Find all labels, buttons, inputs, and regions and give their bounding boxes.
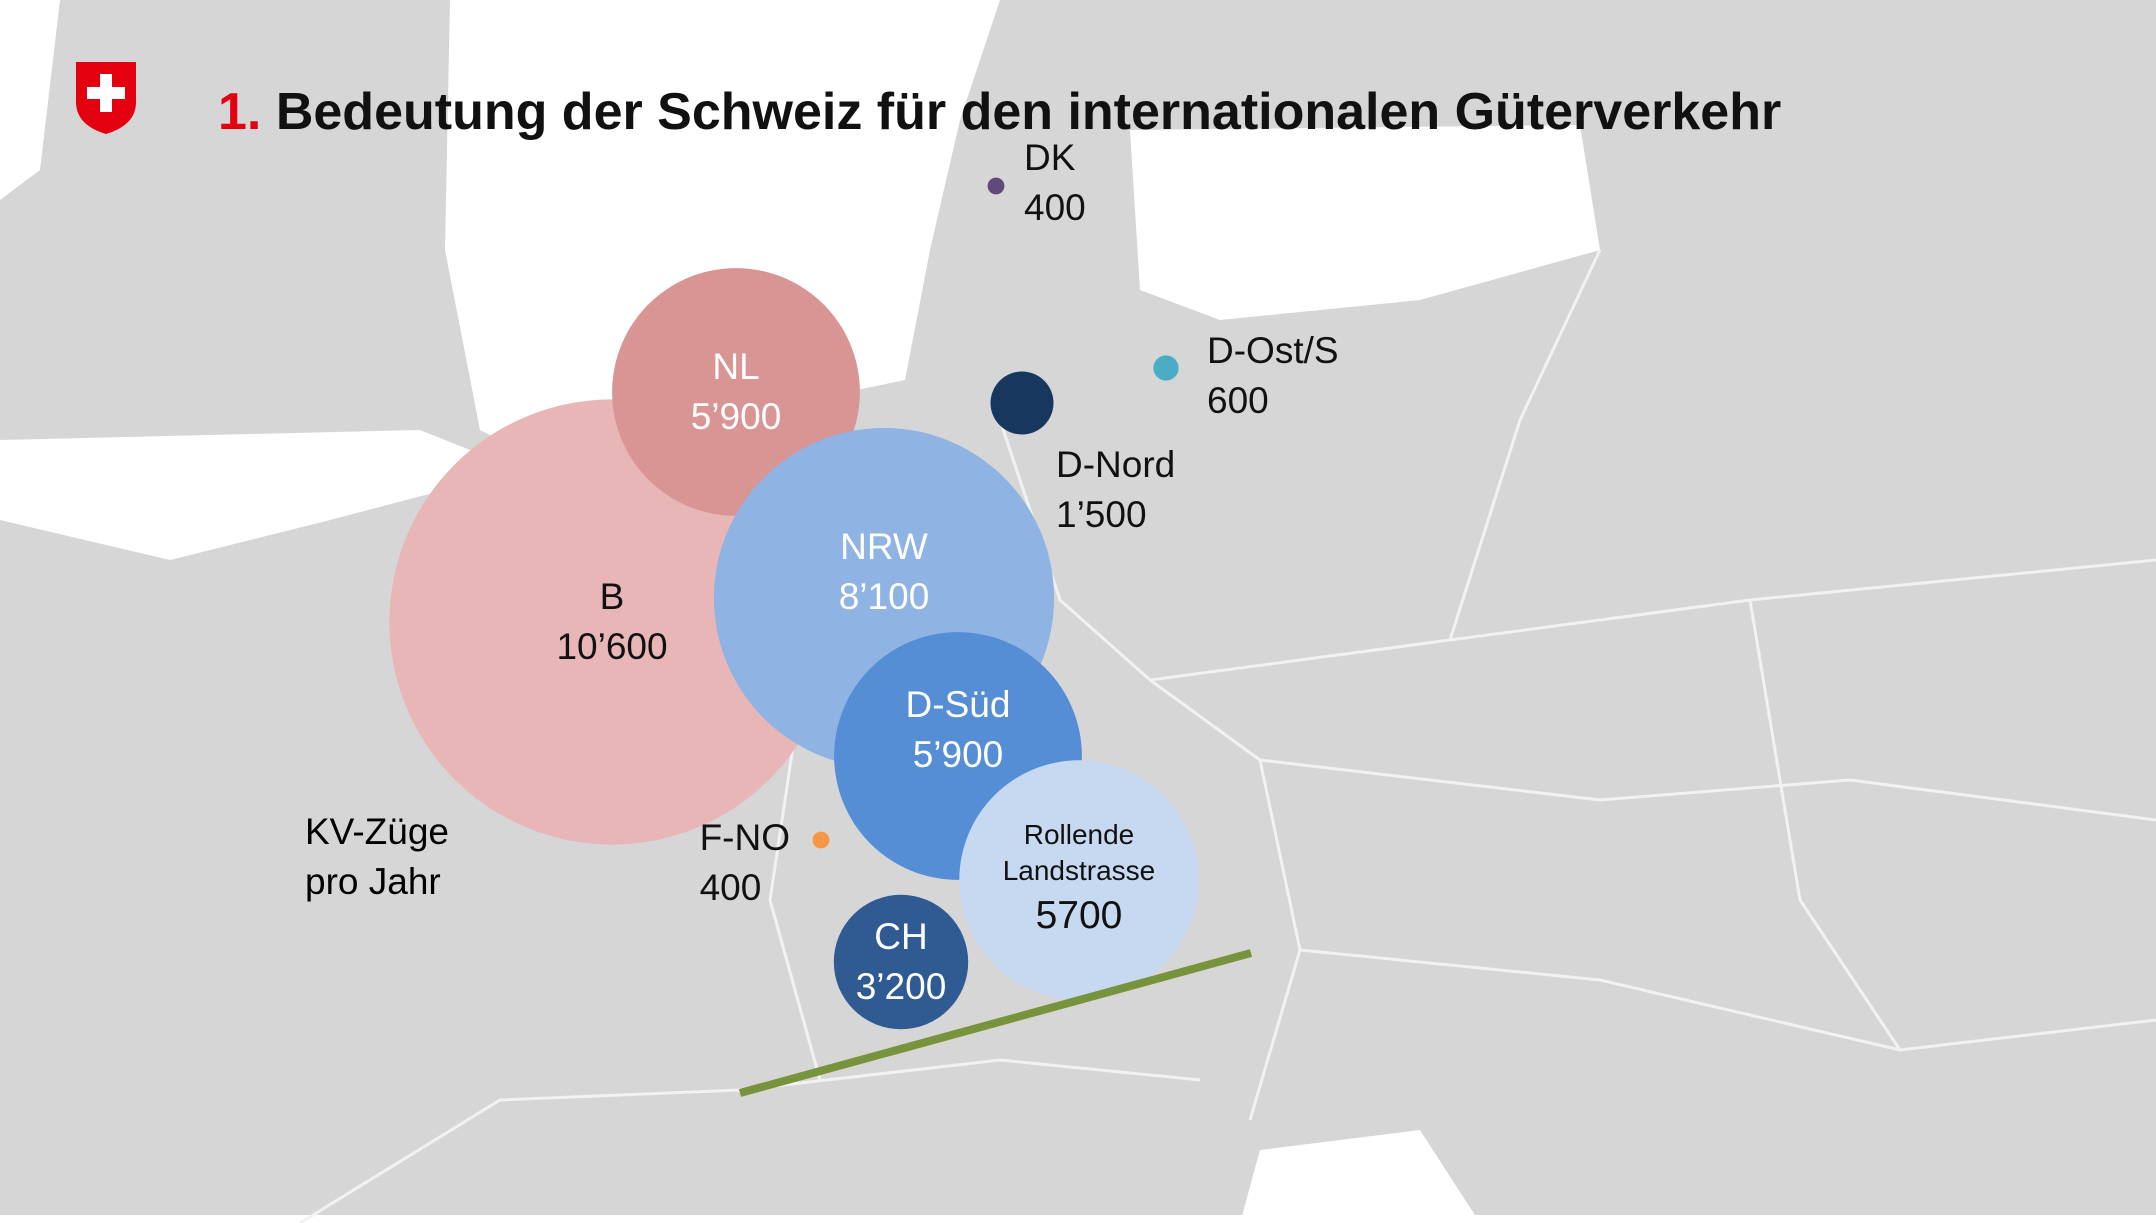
- bubble-value: 3’200: [855, 966, 947, 1007]
- bubble-label: B 10’600: [556, 572, 667, 672]
- bubble-value: 400: [1024, 187, 1086, 228]
- bubble-name: F-NO: [699, 817, 790, 858]
- title-number: 1.: [218, 83, 262, 141]
- bubble-label: NL 5’900: [691, 342, 782, 442]
- bubble-label: CH 3’200: [856, 912, 947, 1012]
- bubble: [1153, 355, 1179, 381]
- bubble: [812, 831, 830, 849]
- bubble-name: DK: [1024, 137, 1076, 178]
- bubble: [987, 177, 1005, 195]
- bubble-name: B: [599, 576, 625, 617]
- bubble-label: F-NO 400: [700, 813, 790, 913]
- bubble-name: D-Ost/S: [1207, 330, 1339, 371]
- swiss-logo: [76, 62, 136, 134]
- bubble: [959, 760, 1199, 1000]
- bubble-value: 5700: [1035, 894, 1123, 937]
- bubble-value: 8’100: [838, 576, 930, 617]
- bubble-value: 10’600: [556, 626, 668, 667]
- bubble-label: Rollende Landstrasse 5700: [984, 817, 1174, 943]
- bubble-label: NRW 8’100: [839, 522, 930, 622]
- bubble-label: DK 400: [1024, 133, 1086, 233]
- bubble-name: NRW: [840, 526, 928, 567]
- bubble-value: 1’500: [1056, 494, 1147, 535]
- bubble-label: D-Süd 5’900: [906, 680, 1011, 780]
- bubble: [833, 894, 969, 1030]
- alpine-line: [738, 949, 1253, 1097]
- bubble-label: D-Ost/S 600: [1207, 326, 1339, 426]
- bubble: [990, 371, 1054, 435]
- title-text: Bedeutung der Schweiz für den internatio…: [275, 83, 1782, 141]
- bubble-label: D-Nord 1’500: [1056, 440, 1175, 540]
- bubble-name: D-Süd: [905, 684, 1011, 725]
- bubble-value: 5’900: [690, 396, 782, 437]
- legend-label: KV-Züge pro Jahr: [305, 811, 449, 902]
- bubble-value: 5’900: [912, 734, 1004, 775]
- bubble-value: 400: [699, 867, 762, 908]
- bubble-name: D-Nord: [1056, 444, 1176, 485]
- bubble-name: CH: [874, 916, 928, 957]
- bubble-name: Rollende Landstrasse: [1002, 819, 1156, 886]
- bubble-value: 600: [1207, 380, 1269, 421]
- title: 1. Bedeutung der Schweiz für den interna…: [218, 82, 1781, 142]
- bubble-name: NL: [712, 346, 760, 387]
